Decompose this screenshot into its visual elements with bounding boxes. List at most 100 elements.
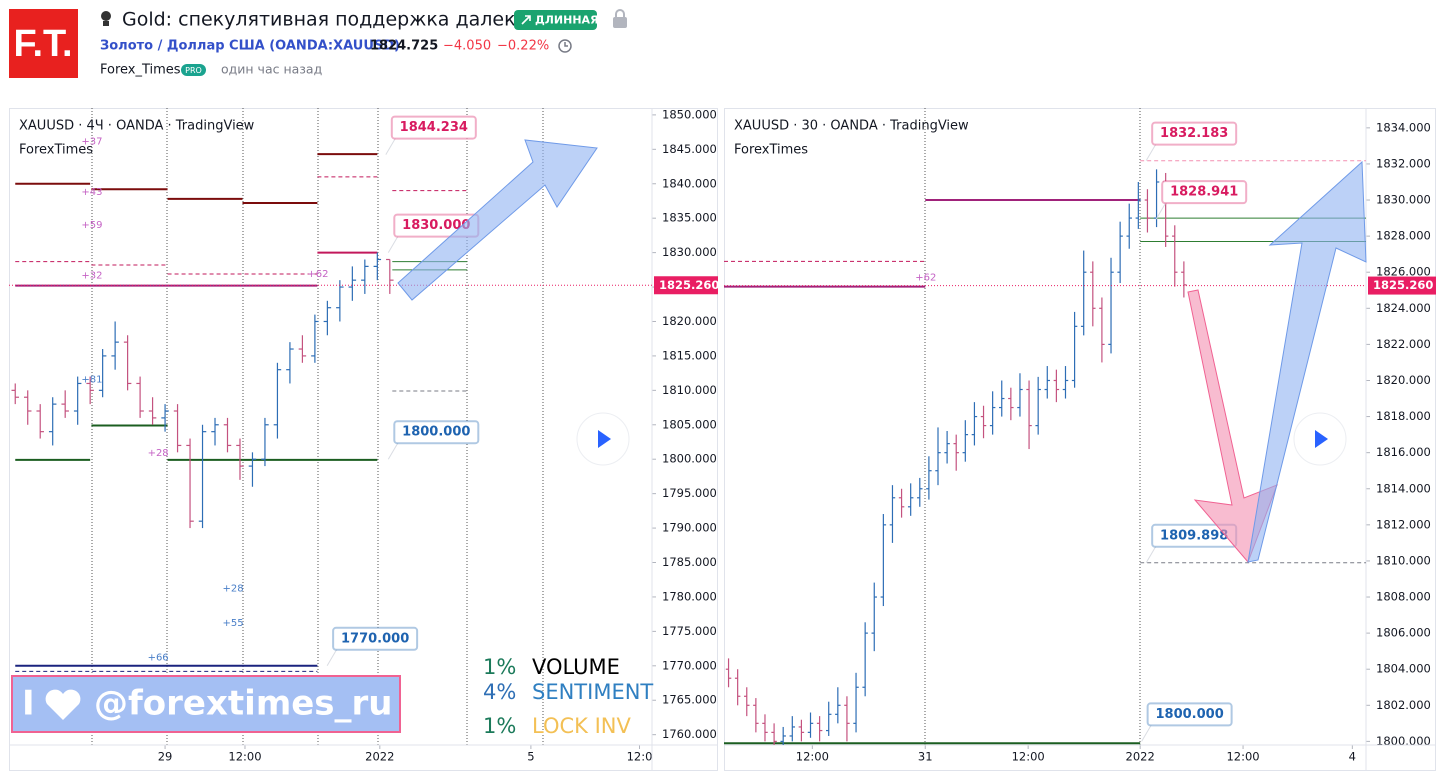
current-price-tag xyxy=(1368,276,1436,295)
x-tick-label: 12:00 xyxy=(228,750,261,764)
symbol-link[interactable]: Золото / Доллар США (OANDA:XAUUSD) xyxy=(100,39,400,54)
y-tick-label: 1808.000 xyxy=(1376,590,1431,604)
y-tick-label: 1805.000 xyxy=(662,417,717,431)
label-pointer xyxy=(1145,143,1157,161)
time-ago: один час назад xyxy=(221,62,322,77)
stat-pct: 1% xyxy=(483,714,516,738)
y-tick-label: 1826.000 xyxy=(1376,265,1431,279)
x-tick-label: 5 xyxy=(527,750,534,764)
current-price-label: 1825.260 xyxy=(659,278,719,292)
y-tick-label: 1802.000 xyxy=(1376,698,1431,712)
y-tick-label: 1820.000 xyxy=(662,314,717,328)
y-tick-label: 1818.000 xyxy=(1376,409,1431,423)
y-tick-label: 1770.000 xyxy=(662,658,717,672)
y-tick-label: 1790.000 xyxy=(662,521,717,535)
y-tick-label: 1814.000 xyxy=(1376,481,1431,495)
y-tick-label: 1810.000 xyxy=(662,383,717,397)
author[interactable]: Forex_Times xyxy=(100,63,181,78)
y-tick-label: 1850.000 xyxy=(662,107,717,121)
heart-icon xyxy=(45,689,81,720)
stat-pct: 4% xyxy=(483,680,516,704)
current-price-tag xyxy=(654,276,718,295)
level-annotation: +28 xyxy=(148,448,169,459)
y-tick-label: 1775.000 xyxy=(662,624,717,638)
x-tick-label: 12:00 xyxy=(1012,750,1045,764)
badge-text: ДЛИННАЯ xyxy=(535,14,599,27)
price: 1824.725 xyxy=(370,39,438,54)
y-tick-label: 1765.000 xyxy=(662,693,717,707)
y-tick-label: 1810.000 xyxy=(1376,553,1431,567)
x-tick-label: 12:0 xyxy=(627,750,653,764)
chart-legend: XAUUSD · 4Ч · OANDA · TradingView xyxy=(19,119,255,134)
level-annotation: +55 xyxy=(222,618,243,629)
level-annotation: +43 xyxy=(81,187,102,198)
logo-text: F.T. xyxy=(13,23,72,65)
y-tick-label: 1822.000 xyxy=(1376,337,1431,351)
banner-text: @forextimes_ru xyxy=(94,684,393,724)
price-label-box xyxy=(332,626,419,651)
change-pct: −0.22% xyxy=(497,39,549,54)
x-tick-label: 2022 xyxy=(365,750,394,764)
label-pointer xyxy=(387,441,399,460)
pro-badge xyxy=(181,64,206,76)
y-tick-label: 1830.000 xyxy=(662,245,717,259)
price-label-box xyxy=(393,420,480,445)
chart-sublegend: ForexTimes xyxy=(19,143,93,158)
x-tick-label: 4 xyxy=(1349,750,1356,764)
stat-name: LOCK INV xyxy=(532,714,631,738)
y-tick-label: 1820.000 xyxy=(1376,373,1431,387)
y-tick-label: 1824.000 xyxy=(1376,301,1431,315)
price-label: 1832.183 xyxy=(1160,126,1228,141)
x-tick-label: 31 xyxy=(918,750,933,764)
stat-pct: 1% xyxy=(483,655,516,679)
x-tick-label: 29 xyxy=(158,750,173,764)
level-annotation: +28 xyxy=(222,584,243,595)
y-tick-label: 1800.000 xyxy=(1376,734,1431,748)
label-pointer xyxy=(1145,545,1157,564)
y-tick-label: 1785.000 xyxy=(662,555,717,569)
x-tick-label: 12:00 xyxy=(796,750,829,764)
price-label-box xyxy=(1146,702,1233,727)
level-annotation: +66 xyxy=(148,653,169,664)
alarm-icon[interactable] xyxy=(558,39,572,53)
price-label-box xyxy=(390,115,477,140)
stat-name: SENTIMENT xyxy=(532,680,653,704)
x-tick-label: 12:00 xyxy=(1226,750,1259,764)
panel-frame xyxy=(724,108,1436,771)
level-annotation: +62 xyxy=(915,273,936,284)
y-tick-label: 1780.000 xyxy=(662,589,717,603)
y-tick-label: 1835.000 xyxy=(662,211,717,225)
label-pointer xyxy=(1155,201,1167,220)
price-label: 1830.000 xyxy=(402,218,470,233)
y-tick-label: 1795.000 xyxy=(662,486,717,500)
level-annotation: +59 xyxy=(81,220,102,231)
level-annotation: +62 xyxy=(307,269,328,280)
price-label-box xyxy=(1151,121,1238,146)
label-pointer xyxy=(1141,724,1153,742)
badge-arrow xyxy=(521,15,531,25)
play-button[interactable] xyxy=(1293,412,1347,466)
y-tick-label: 1815.000 xyxy=(662,348,717,362)
price-label: 1828.941 xyxy=(1170,185,1238,200)
change: −4.050 xyxy=(443,39,491,54)
price-label: 1800.000 xyxy=(1155,707,1223,722)
play-button[interactable] xyxy=(576,412,630,466)
price-label: 1844.234 xyxy=(400,120,468,135)
label-pointer xyxy=(387,235,399,253)
bulb-icon xyxy=(101,11,111,26)
logo[interactable] xyxy=(9,9,78,78)
label-pointer xyxy=(385,137,397,155)
level-annotation: +81 xyxy=(81,374,102,385)
y-tick-label: 1816.000 xyxy=(1376,445,1431,459)
y-tick-label: 1832.000 xyxy=(1376,156,1431,170)
y-tick-label: 1840.000 xyxy=(662,176,717,190)
chart-sublegend: ForexTimes xyxy=(734,143,808,158)
level-annotation: +37 xyxy=(81,137,102,148)
price-label: 1809.898 xyxy=(1160,528,1228,543)
level-annotation: +32 xyxy=(81,270,102,281)
x-tick-label: 2022 xyxy=(1126,750,1155,764)
label-pointer xyxy=(326,648,338,667)
chart-legend: XAUUSD · 30 · OANDA · TradingView xyxy=(734,119,969,134)
